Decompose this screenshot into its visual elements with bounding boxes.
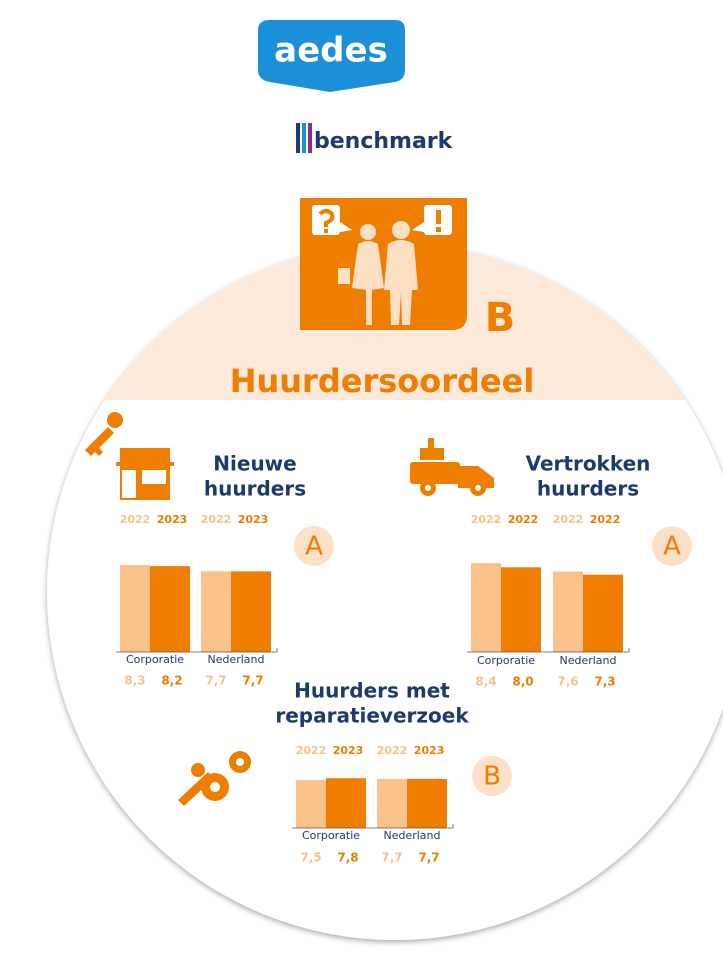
logo-bars bbox=[296, 123, 312, 153]
year-label: 2022 bbox=[377, 744, 408, 757]
year-label: 2022 bbox=[201, 513, 232, 526]
bar bbox=[377, 779, 407, 828]
infographic: aedes benchmark B Huurdersoordeel bbox=[0, 0, 723, 953]
grade-letter: A bbox=[663, 532, 681, 562]
category-label: Nederland bbox=[559, 654, 616, 667]
value-label: 7,3 bbox=[594, 675, 615, 689]
value-label: 8,3 bbox=[124, 674, 145, 688]
year-label: 2022 bbox=[508, 513, 539, 526]
value-label: 8,2 bbox=[161, 674, 182, 688]
value-label: 7,7 bbox=[242, 674, 263, 688]
value-label: 7,6 bbox=[557, 675, 578, 689]
chart-title: huurders bbox=[204, 477, 306, 501]
chart-title: huurders bbox=[537, 477, 639, 501]
bar bbox=[296, 780, 326, 828]
value-label: 8,4 bbox=[475, 675, 496, 689]
year-label: 2022 bbox=[590, 513, 621, 526]
category-label: Nederland bbox=[207, 653, 264, 666]
value-label: 8,0 bbox=[512, 675, 533, 689]
chart-title: Nieuwe bbox=[213, 452, 296, 476]
grade-letter: B bbox=[483, 762, 501, 792]
chart-title: Huurders met bbox=[294, 679, 450, 703]
overall-grade: B bbox=[485, 295, 516, 341]
bar bbox=[583, 575, 623, 652]
chart-title: reparatieverzoek bbox=[275, 704, 469, 728]
value-label: 7,5 bbox=[300, 851, 321, 865]
grade-letter: A bbox=[305, 532, 323, 562]
bar bbox=[201, 571, 231, 652]
year-label: 2023 bbox=[333, 744, 364, 757]
value-label: 7,7 bbox=[205, 674, 226, 688]
bar bbox=[407, 779, 447, 828]
bar bbox=[150, 566, 190, 652]
chart-title: Vertrokken bbox=[526, 452, 651, 476]
year-label: 2023 bbox=[414, 744, 445, 757]
year-label: 2022 bbox=[553, 513, 584, 526]
year-label: 2023 bbox=[157, 513, 188, 526]
bar bbox=[120, 565, 150, 652]
logo-brand: aedes bbox=[274, 31, 388, 71]
category-label: Nederland bbox=[383, 829, 440, 842]
bar bbox=[471, 563, 501, 652]
year-label: 2023 bbox=[238, 513, 269, 526]
bar bbox=[501, 567, 541, 652]
bar bbox=[231, 571, 271, 652]
main-icon bbox=[300, 198, 467, 330]
value-label: 7,7 bbox=[418, 851, 439, 865]
category-label: Corporatie bbox=[126, 653, 184, 666]
logo-product: benchmark bbox=[314, 129, 454, 154]
year-label: 2022 bbox=[120, 513, 151, 526]
main-title: Huurdersoordeel bbox=[230, 362, 535, 400]
bar bbox=[326, 778, 366, 828]
year-label: 2022 bbox=[296, 744, 327, 757]
category-label: Corporatie bbox=[302, 829, 360, 842]
category-label: Corporatie bbox=[477, 654, 535, 667]
year-label: 2022 bbox=[471, 513, 502, 526]
value-label: 7,7 bbox=[381, 851, 402, 865]
bar bbox=[553, 572, 583, 652]
value-label: 7,8 bbox=[337, 851, 358, 865]
